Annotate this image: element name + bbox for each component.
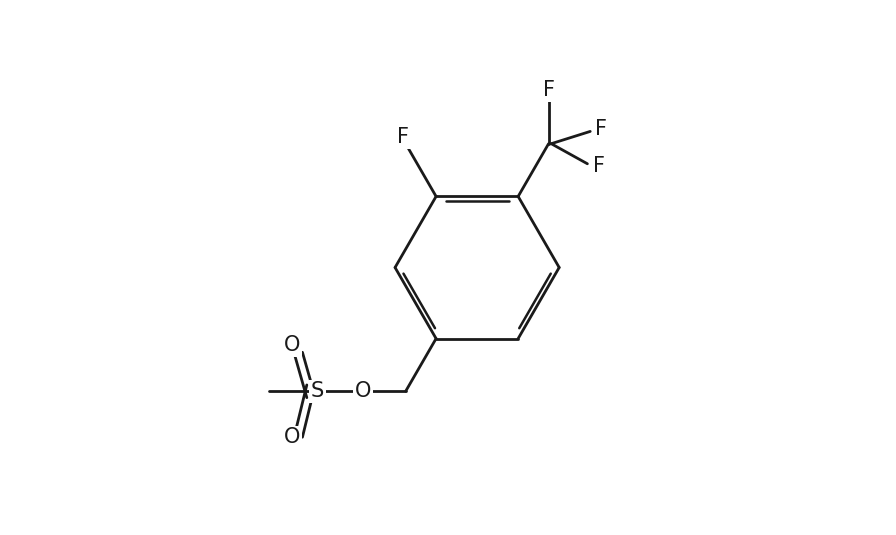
Text: F: F (397, 127, 409, 147)
Text: F: F (592, 156, 605, 177)
Text: S: S (311, 381, 324, 401)
Text: O: O (284, 427, 300, 447)
Text: O: O (284, 335, 300, 355)
Text: O: O (355, 381, 371, 401)
Text: F: F (543, 80, 555, 100)
Text: F: F (595, 119, 607, 139)
